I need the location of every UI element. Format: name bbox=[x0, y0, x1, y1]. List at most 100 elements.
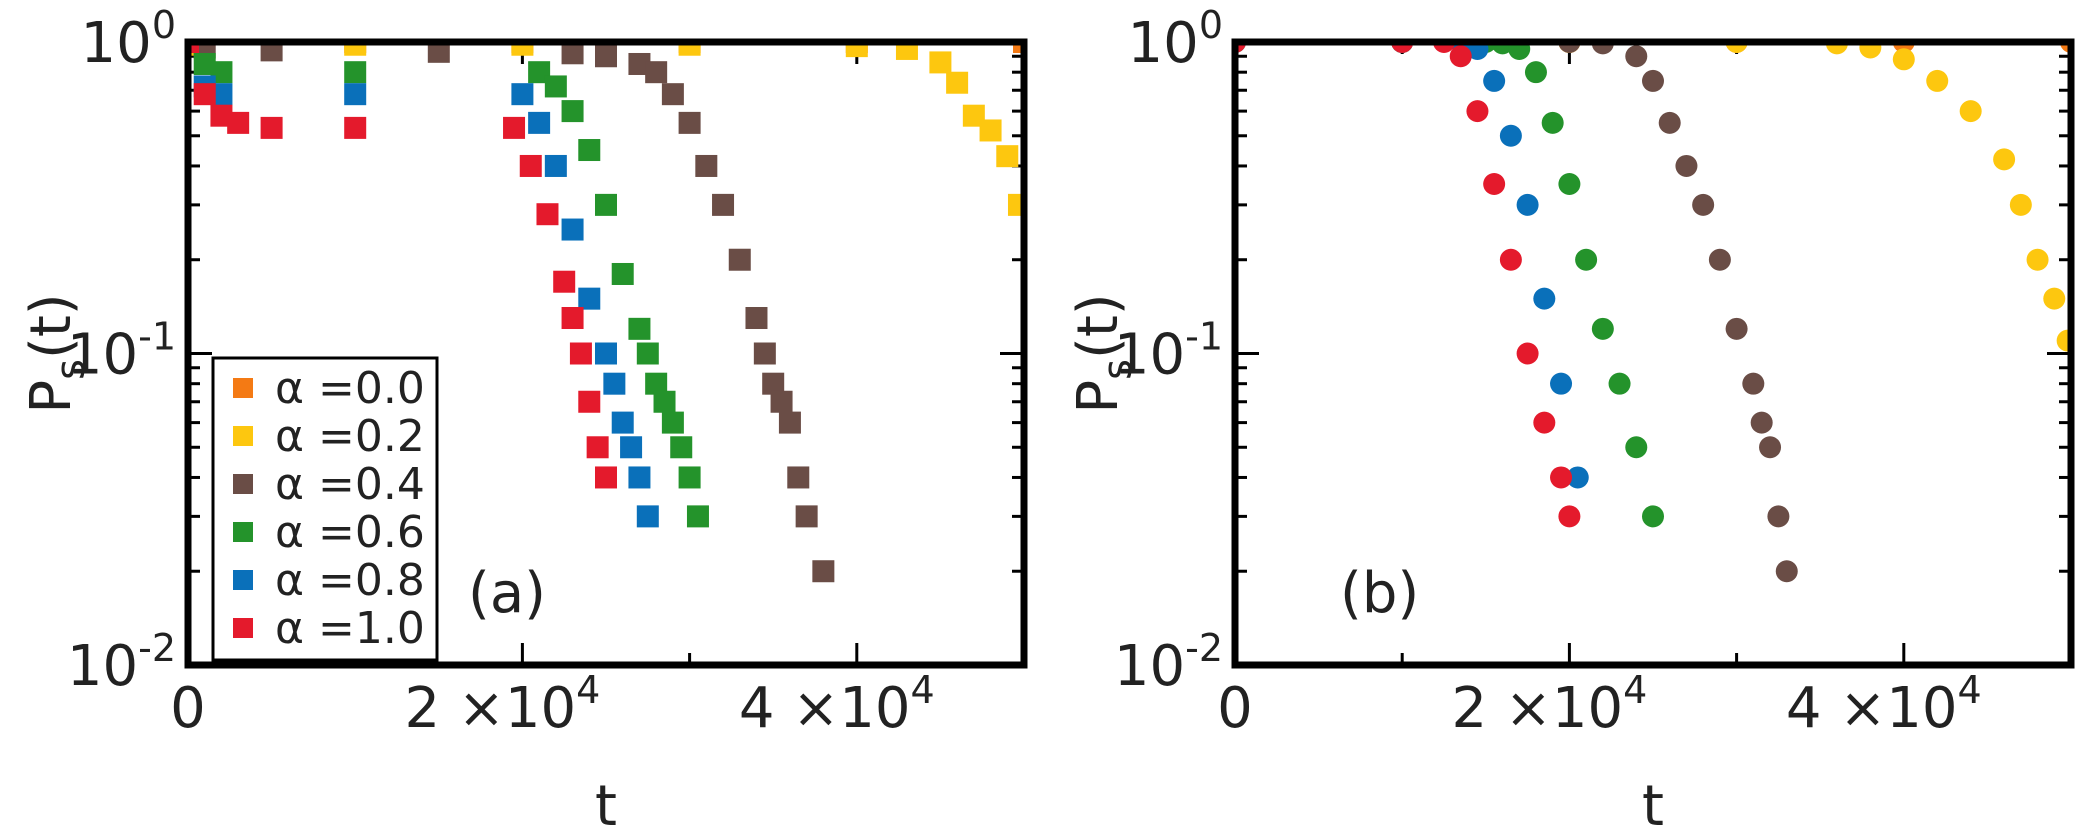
data-point bbox=[544, 154, 567, 177]
data-point bbox=[544, 75, 567, 98]
data-point bbox=[636, 342, 659, 365]
legend-label: α =0.2 bbox=[275, 411, 425, 462]
data-point bbox=[227, 111, 250, 134]
data-point bbox=[561, 42, 584, 65]
data-point bbox=[946, 71, 969, 94]
data-point bbox=[1483, 173, 1506, 196]
data-point bbox=[188, 42, 199, 53]
data-point bbox=[595, 342, 617, 365]
y-axis-label: Ps(t) bbox=[1066, 293, 1141, 413]
legend-label: α =0.8 bbox=[275, 555, 425, 606]
data-point bbox=[595, 45, 617, 68]
series-a0.6 bbox=[188, 42, 709, 528]
data-point bbox=[929, 51, 952, 74]
data-point bbox=[1759, 436, 1782, 459]
data-point bbox=[528, 111, 551, 134]
data-point bbox=[1775, 560, 1798, 583]
data-point bbox=[1533, 287, 1556, 310]
data-point bbox=[1725, 317, 1748, 340]
data-point bbox=[193, 83, 216, 106]
x-axis-label: t bbox=[595, 774, 617, 831]
data-point bbox=[511, 83, 534, 106]
data-point bbox=[611, 262, 634, 285]
data-point bbox=[561, 307, 584, 330]
series-a1.0 bbox=[188, 42, 617, 489]
data-point bbox=[1516, 193, 1539, 216]
plot-frame bbox=[184, 38, 1028, 669]
data-point bbox=[1625, 436, 1648, 459]
data-point bbox=[1767, 505, 1790, 528]
data-point bbox=[1692, 193, 1715, 216]
data-point bbox=[678, 466, 701, 489]
legend-label: α =0.4 bbox=[275, 459, 425, 510]
data-point bbox=[778, 411, 801, 434]
legend-swatch bbox=[233, 474, 253, 494]
data-point bbox=[979, 119, 1002, 142]
y-tick-label: 10-2 bbox=[67, 626, 176, 699]
data-point bbox=[1541, 111, 1564, 134]
data-point bbox=[1558, 173, 1581, 196]
data-point bbox=[670, 436, 693, 459]
data-point bbox=[1742, 372, 1765, 395]
data-point bbox=[603, 372, 626, 395]
data-point bbox=[1566, 466, 1589, 489]
data-point bbox=[1993, 148, 2016, 171]
data-point bbox=[762, 372, 785, 395]
data-point bbox=[628, 466, 651, 489]
data-point bbox=[686, 505, 709, 528]
data-point bbox=[1926, 69, 1949, 92]
panel-label: (b) bbox=[1340, 561, 1419, 626]
data-point bbox=[1859, 42, 1882, 59]
data-point bbox=[645, 61, 668, 84]
data-point bbox=[1750, 411, 1773, 434]
data-point bbox=[427, 42, 450, 63]
y-tick-label: 100 bbox=[1128, 3, 1223, 76]
legend-label: α =0.0 bbox=[275, 363, 425, 414]
data-point bbox=[962, 104, 985, 127]
data-point bbox=[344, 116, 367, 139]
data-point bbox=[1550, 372, 1573, 395]
data-point bbox=[2009, 193, 2032, 216]
legend-box bbox=[211, 356, 439, 662]
data-point bbox=[1516, 342, 1539, 365]
data-point bbox=[578, 390, 601, 413]
data-point bbox=[770, 390, 793, 413]
series-a1.0 bbox=[1235, 42, 1581, 528]
legend: α =0.0α =0.2α =0.4α =0.6α =0.8α =1.0 bbox=[211, 356, 439, 662]
data-point bbox=[503, 116, 526, 139]
plot-area bbox=[188, 42, 1024, 583]
data-point bbox=[210, 104, 233, 127]
data-point bbox=[260, 116, 283, 139]
data-point bbox=[1449, 45, 1472, 68]
data-point bbox=[260, 42, 283, 62]
legend-swatch bbox=[233, 426, 253, 446]
data-point bbox=[2026, 248, 2049, 271]
data-point bbox=[344, 61, 367, 84]
data-point bbox=[1499, 248, 1522, 271]
data-point bbox=[210, 61, 233, 84]
data-point bbox=[595, 466, 617, 489]
series-a0.2 bbox=[188, 42, 1024, 216]
data-point bbox=[528, 61, 551, 84]
y-tick-label: 10-1 bbox=[67, 315, 176, 388]
y-tick-label: 10-1 bbox=[1114, 315, 1223, 388]
data-point bbox=[1508, 42, 1531, 60]
data-point bbox=[1007, 193, 1024, 216]
y-tick-label: 100 bbox=[81, 3, 176, 76]
data-point bbox=[1466, 100, 1489, 123]
data-point bbox=[193, 52, 216, 75]
x-tick-label: 4 ×104 bbox=[739, 668, 935, 741]
panel-b: 0 2 ×104 4 ×104 100 10-1 10-2 t Ps(t) (b) bbox=[1066, 3, 2075, 831]
legend-swatch bbox=[233, 522, 253, 542]
data-point bbox=[1642, 69, 1664, 92]
data-point bbox=[1959, 100, 1982, 123]
data-point bbox=[661, 411, 684, 434]
data-point bbox=[620, 436, 643, 459]
data-point bbox=[645, 372, 668, 395]
data-point bbox=[712, 193, 735, 216]
panel-label: (a) bbox=[468, 561, 546, 626]
data-point bbox=[1013, 42, 1024, 53]
data-point bbox=[519, 154, 542, 177]
data-point bbox=[1524, 61, 1547, 84]
